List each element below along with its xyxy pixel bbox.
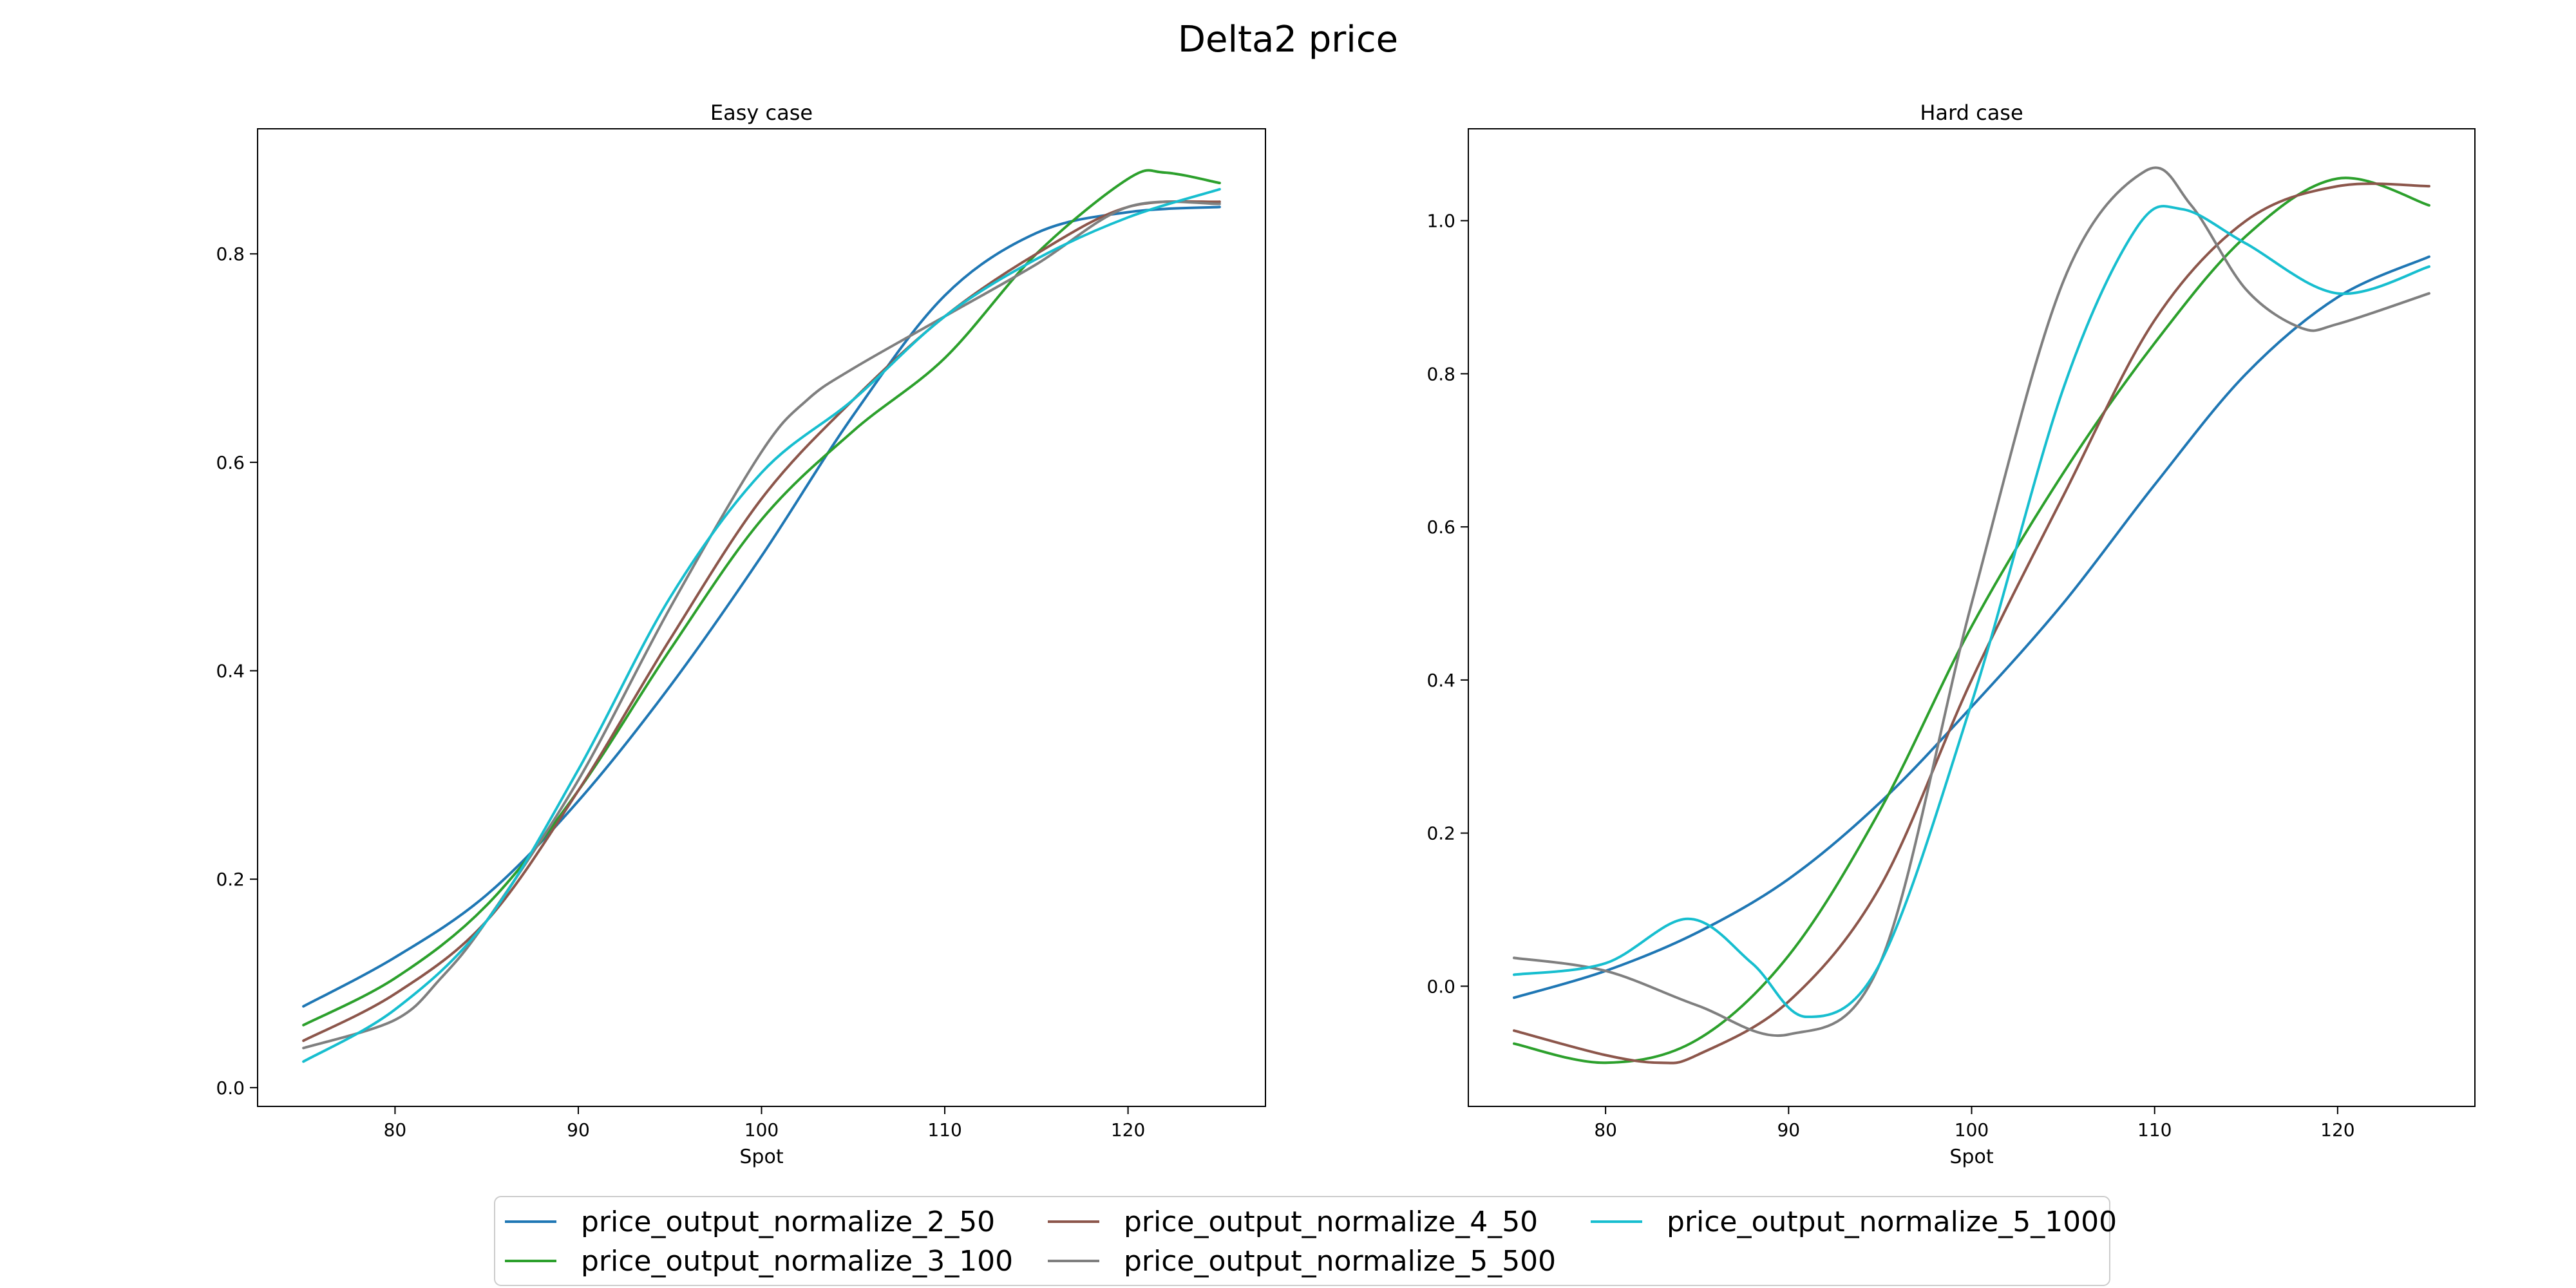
legend-item: price_output_normalize_3_100 <box>505 1245 1013 1278</box>
series-line-price-output-normalize-3-100 <box>1513 176 2430 1065</box>
x-tick-label: 100 <box>1955 1119 1989 1141</box>
axes-frame <box>1468 128 2476 1107</box>
legend-label: price_output_normalize_2_50 <box>581 1206 995 1238</box>
legend-item: price_output_normalize_5_500 <box>1048 1245 1556 1278</box>
legend-item: price_output_normalize_5_1000 <box>1591 1206 2117 1238</box>
figure-title: Delta2 price <box>1178 19 1398 61</box>
y-tick-label: 0.8 <box>1426 363 1455 384</box>
series-line-price-output-normalize-5-1000 <box>302 187 1221 1063</box>
series-line-price-output-normalize-4-50 <box>1513 182 2430 1065</box>
series-line-price-output-normalize-5-500 <box>1513 166 2430 1037</box>
x-tick-label: 80 <box>384 1119 407 1141</box>
x-tick-label: 90 <box>567 1119 590 1141</box>
series-lines <box>302 169 1221 1063</box>
series-lines <box>1513 166 2430 1065</box>
series-line-price-output-normalize-4-50 <box>302 200 1221 1043</box>
chart-panel-2: Hard case 80 90 100 110 120 0.0 0.2 0.4 0.6 0.8 1.0… <box>1426 100 2476 1168</box>
chart-panel-1: Easy case 80 90 100 110 120 0.0 0.2 0.4 0.6 0.8 Spo… <box>216 100 1266 1168</box>
legend: price_output_normalize_2_50 price_output_… <box>494 1196 2117 1286</box>
legend-item: price_output_normalize_2_50 <box>505 1206 995 1238</box>
y-tick-label: 0.6 <box>1426 516 1455 538</box>
y-tick-label: 0.4 <box>1426 670 1455 691</box>
y-tick-label: 0.8 <box>216 243 245 265</box>
axes-layer: Easy case 80 90 100 110 120 0.0 0.2 0.4 0.6 0.8 Spo… <box>216 100 2476 1168</box>
legend-frame <box>494 1196 2110 1286</box>
legend-label: price_output_normalize_4_50 <box>1124 1206 1538 1238</box>
x-tick-label: 80 <box>1594 1119 1617 1141</box>
y-tick-label: 0.6 <box>216 452 245 473</box>
y-tick-label: 1.0 <box>1426 211 1455 232</box>
x-tick-label: 120 <box>2320 1119 2354 1141</box>
y-tick-label: 0.0 <box>1426 976 1455 997</box>
panel-title: Hard case <box>1920 100 2023 125</box>
axes-frame <box>257 128 1266 1107</box>
series-line-price-output-normalize-5-1000 <box>1513 205 2430 1018</box>
panel-title: Easy case <box>710 100 813 125</box>
series-line-price-output-normalize-2-50 <box>1513 255 2430 999</box>
x-axis-label: Spot <box>739 1146 783 1168</box>
x-tick-label: 120 <box>1111 1119 1145 1141</box>
x-tick-label: 90 <box>1777 1119 1800 1141</box>
legend-label: price_output_normalize_5_500 <box>1124 1245 1556 1278</box>
y-tick-label: 0.2 <box>1426 823 1455 844</box>
x-tick-label: 100 <box>744 1119 779 1141</box>
y-tick-label: 0.0 <box>216 1077 245 1099</box>
series-line-price-output-normalize-3-100 <box>302 169 1221 1027</box>
x-tick-label: 110 <box>2137 1119 2172 1141</box>
x-axis-label: Spot <box>1949 1146 1993 1168</box>
y-tick-label: 0.4 <box>216 661 245 682</box>
legend-item: price_output_normalize_4_50 <box>1048 1206 1538 1238</box>
legend-label: price_output_normalize_3_100 <box>581 1245 1013 1278</box>
series-line-price-output-normalize-5-500 <box>302 200 1221 1050</box>
y-tick-label: 0.2 <box>216 869 245 890</box>
x-tick-label: 110 <box>927 1119 961 1141</box>
series-line-price-output-normalize-2-50 <box>302 205 1221 1008</box>
legend-label: price_output_normalize_5_1000 <box>1667 1206 2117 1238</box>
